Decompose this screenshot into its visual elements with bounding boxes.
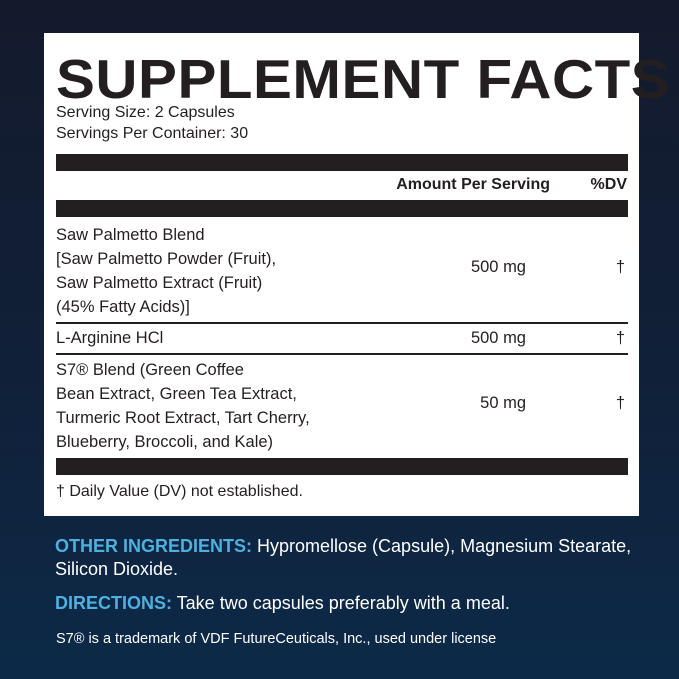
ingredient-line: S7® Blend (Green Coffee bbox=[56, 361, 244, 379]
other-ingredients-label: OTHER INGREDIENTS: bbox=[55, 536, 253, 556]
ingredient-line: Blueberry, Broccoli, and Kale) bbox=[56, 433, 274, 451]
supplement-facts-panel: SUPPLEMENT FACTS Serving Size: 2 Capsule… bbox=[44, 33, 670, 516]
directions-label: DIRECTIONS: bbox=[55, 593, 172, 613]
ingredient-name: S7® Blend (Green Coffee Bean Extract, Gr… bbox=[56, 358, 310, 454]
row-divider bbox=[56, 353, 628, 355]
divider-bar bbox=[56, 200, 628, 217]
row-divider bbox=[56, 322, 628, 324]
amount: 500 mg bbox=[470, 258, 526, 276]
dv: † bbox=[615, 258, 625, 276]
directions: DIRECTIONS: Take two capsules preferably… bbox=[55, 592, 635, 615]
amount: 500 mg bbox=[470, 329, 526, 347]
ingredient-line: [Saw Palmetto Powder (Fruit), bbox=[56, 250, 277, 268]
panel-title: SUPPLEMENT FACTS bbox=[56, 48, 671, 110]
footnote: † Daily Value (DV) not established. bbox=[56, 483, 303, 500]
ingredient-line: Saw Palmetto Blend bbox=[56, 226, 205, 244]
servings-per-container: Servings Per Container: 30 bbox=[56, 125, 249, 142]
other-ingredients: OTHER INGREDIENTS: Hypromellose (Capsule… bbox=[55, 535, 635, 581]
header-dv: %DV bbox=[590, 176, 627, 193]
dv: † bbox=[615, 394, 625, 412]
header-amount: Amount Per Serving bbox=[396, 176, 550, 193]
ingredient-line: Turmeric Root Extract, Tart Cherry, bbox=[56, 409, 310, 427]
ingredient-line: Bean Extract, Green Tea Extract, bbox=[56, 385, 297, 403]
ingredient-line: Saw Palmetto Extract (Fruit) bbox=[56, 274, 263, 292]
dv: † bbox=[615, 329, 625, 347]
trademark-notice: S7® is a trademark of VDF FutureCeutical… bbox=[56, 631, 497, 647]
ingredient-name: L-Arginine HCl bbox=[56, 326, 163, 350]
other-ingredients-text: Hypromellose (Capsule), Magnesium Steara… bbox=[55, 536, 632, 579]
divider-bar bbox=[56, 458, 628, 475]
divider-bar bbox=[56, 154, 628, 171]
ingredient-line: L-Arginine HCl bbox=[56, 329, 164, 347]
ingredient-name: Saw Palmetto Blend [Saw Palmetto Powder … bbox=[56, 223, 276, 319]
directions-text: Take two capsules preferably with a meal… bbox=[172, 593, 510, 613]
ingredient-line: (45% Fatty Acids)] bbox=[56, 298, 190, 316]
amount: 50 mg bbox=[480, 394, 526, 412]
serving-size: Serving Size: 2 Capsules bbox=[56, 104, 235, 121]
